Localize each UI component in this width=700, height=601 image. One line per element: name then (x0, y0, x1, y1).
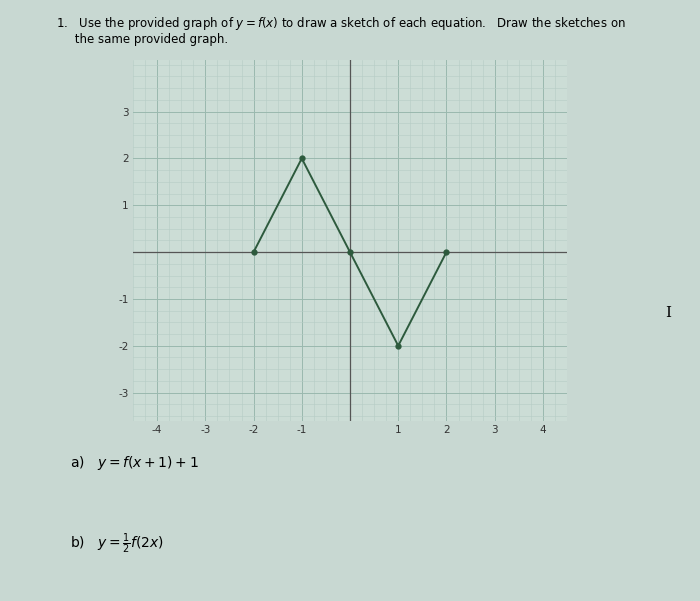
Text: a)   $y = f(x + 1) + 1$: a) $y = f(x + 1) + 1$ (70, 454, 199, 472)
Text: the same provided graph.: the same provided graph. (56, 33, 228, 46)
Text: I: I (666, 305, 671, 320)
Text: 1.   Use the provided graph of $y = f(x)$ to draw a sketch of each equation.   D: 1. Use the provided graph of $y = f(x)$ … (56, 15, 626, 32)
Text: b)   $y = \frac{1}{2}f(2x)$: b) $y = \frac{1}{2}f(2x)$ (70, 532, 164, 556)
